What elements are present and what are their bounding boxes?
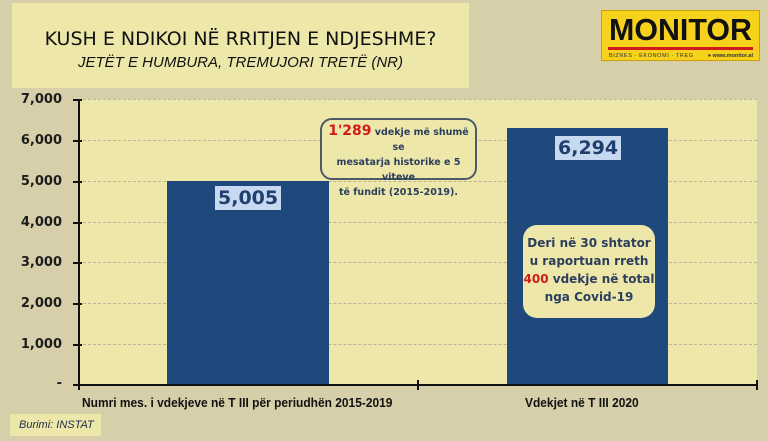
- y-tick: [73, 262, 82, 264]
- chart-title: KUSH E NDIKOI NË RRITJEN E NDJESHME?: [44, 28, 437, 50]
- source-note: Burimi: INSTAT: [10, 414, 101, 436]
- excess-deaths-callout: 1'289 vdekje më shumë se mesatarja histo…: [320, 118, 477, 198]
- logo-url: ● www.monitor.al: [707, 53, 753, 59]
- y-tick-label: 7,000: [20, 92, 62, 107]
- covid-deaths-callout: Deri në 30 shtator u raportuan rreth 400…: [523, 225, 655, 318]
- bar-average-2015-2019: [167, 181, 329, 385]
- x-category-label: Vdekjet në T III 2020: [525, 395, 639, 410]
- callout-line: u raportuan rreth: [529, 254, 649, 268]
- y-tick: [73, 384, 82, 386]
- x-tick: [78, 380, 80, 390]
- excess-number: 1'289: [328, 123, 372, 139]
- logo-wordmark: MONITOR: [609, 12, 752, 47]
- logo-tagline: BIZNES · EKONOMI · TREG: [609, 53, 694, 59]
- gridline-2000: [78, 303, 757, 304]
- gridline-4000: [78, 222, 757, 223]
- bar-value-label: 5,005: [215, 186, 282, 210]
- y-tick: [73, 303, 82, 305]
- callout-line: të fundit (2015-2019).: [339, 187, 458, 198]
- gridline-1000: [78, 344, 757, 345]
- gridline-5000: [78, 181, 757, 182]
- logo-url-text: www.monitor.al: [712, 53, 753, 59]
- y-tick: [73, 181, 82, 183]
- y-tick-label: 3,000: [20, 255, 62, 270]
- gridline-7000: [78, 99, 757, 100]
- x-tick: [756, 380, 758, 390]
- y-axis: [78, 99, 80, 386]
- covid-number: 400: [523, 272, 549, 286]
- y-tick-label: 4,000: [20, 215, 62, 230]
- logo-red-bar: [608, 47, 753, 50]
- callout-line: 400 vdekje në total: [523, 270, 655, 288]
- x-category-label: Numri mes. i vdekjeve në T III për periu…: [82, 395, 393, 410]
- y-tick: [73, 222, 82, 224]
- chart-subtitle: JETËT E HUMBURA, TREMUJORI TRETË (NR): [78, 54, 403, 71]
- x-tick: [417, 380, 419, 390]
- callout-line: nga Covid-19: [544, 290, 634, 304]
- callout-text: vdekje në total: [548, 272, 655, 286]
- callout-line: 1'289 vdekje më shumë se: [322, 124, 475, 155]
- y-tick-label: -: [56, 376, 62, 391]
- y-tick-label: 6,000: [20, 133, 62, 148]
- y-tick-label: 1,000: [20, 337, 62, 352]
- monitor-logo: MONITOR BIZNES · EKONOMI · TREG ● www.mo…: [601, 10, 760, 61]
- callout-line: mesatarja historike e 5 viteve: [336, 157, 461, 183]
- y-tick: [73, 140, 82, 142]
- callout-text: vdekje më shumë se: [371, 127, 469, 153]
- y-tick-label: 2,000: [20, 296, 62, 311]
- y-tick: [73, 99, 82, 101]
- gridline-3000: [78, 262, 757, 263]
- y-tick-label: 5,000: [20, 174, 62, 189]
- y-tick: [73, 344, 82, 346]
- bar-value-label: 6,294: [555, 136, 622, 160]
- title-box: KUSH E NDIKOI NË RRITJEN E NDJESHME? JET…: [12, 3, 469, 88]
- callout-line: Deri në 30 shtator: [527, 236, 651, 250]
